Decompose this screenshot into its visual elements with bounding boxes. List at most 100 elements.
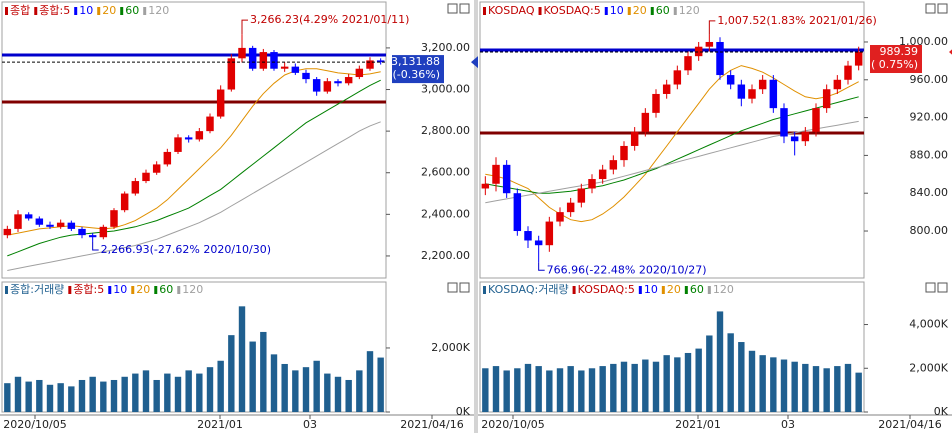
candle-body: [280, 66, 289, 69]
window-button[interactable]: [937, 282, 948, 293]
y-tick-label: 2,200.00: [421, 249, 470, 262]
legend-swatch: [604, 7, 608, 15]
legend-item[interactable]: KOSDAQ:5: [544, 4, 601, 17]
legend-item[interactable]: 10: [610, 4, 624, 17]
legend-swatch: [97, 7, 101, 15]
volume-bar: [599, 366, 606, 412]
candle-body: [259, 52, 268, 69]
candle-body: [195, 131, 204, 140]
candle-body: [556, 212, 564, 222]
candle-body: [705, 41, 714, 47]
legend-item[interactable]: 60: [656, 4, 670, 17]
legend-swatch: [483, 7, 486, 15]
y-tick-label: 2,800.00: [421, 124, 470, 137]
legend-item[interactable]: 20: [667, 283, 681, 296]
candle-body: [780, 108, 788, 137]
legend-swatch: [154, 286, 158, 294]
legend-item[interactable]: 20: [633, 4, 647, 17]
last-change: (-0.36%): [393, 68, 441, 81]
legend-item[interactable]: 10: [79, 4, 93, 17]
candle-body: [854, 52, 863, 66]
legend-swatch: [131, 286, 135, 294]
candle-body: [238, 47, 246, 59]
volume-bar: [78, 379, 86, 412]
y-tick-label: 2,400.00: [421, 207, 470, 220]
legend-item[interactable]: 120: [713, 283, 734, 296]
legend-swatch: [483, 286, 486, 294]
volume-bar: [281, 363, 288, 412]
volume-bar: [228, 335, 235, 412]
window-button[interactable]: [459, 3, 470, 14]
legend-item[interactable]: KOSDAQ:거래량: [488, 283, 569, 296]
volume-bar: [578, 370, 585, 412]
legend-swatch: [74, 7, 78, 15]
legend-item[interactable]: 20: [102, 4, 116, 17]
volume-bar: [716, 311, 724, 412]
volume-bar: [834, 366, 841, 412]
volume-bar: [260, 331, 267, 412]
candle-body: [67, 222, 76, 229]
window-button[interactable]: [937, 3, 948, 14]
candle-body: [366, 60, 374, 69]
candle-body: [184, 137, 193, 140]
legend-item[interactable]: 종합:거래량: [10, 283, 64, 296]
candle-body: [216, 89, 225, 117]
volume-bar: [249, 341, 256, 412]
legend-swatch: [673, 7, 677, 15]
candle-body: [110, 210, 118, 227]
legend-item[interactable]: 60: [690, 283, 704, 296]
volume-bar: [492, 366, 500, 412]
low-marker: [92, 242, 99, 251]
volume-bar: [57, 383, 64, 412]
x-tick-label: 2021/04/16: [878, 418, 941, 431]
volume-bar: [770, 357, 777, 412]
volume-bar: [674, 357, 681, 412]
volume-bar: [706, 335, 713, 412]
volume-bar: [270, 354, 278, 412]
legend-item[interactable]: KOSDAQ: [488, 4, 535, 17]
last-price-arrow: [471, 56, 478, 69]
high-marker: [708, 20, 716, 35]
volume-bar: [482, 368, 489, 412]
legend-item[interactable]: 20: [136, 283, 150, 296]
volume-bar: [196, 373, 203, 412]
last-price: 989.39: [880, 45, 919, 58]
volume-bar: [89, 376, 96, 412]
volume-bar: [535, 366, 542, 412]
high-note: 1,007.52(1.83% 2021/01/26): [717, 14, 876, 27]
legend-item[interactable]: 120: [679, 4, 700, 17]
window-button[interactable]: [447, 282, 458, 293]
window-button[interactable]: [447, 3, 458, 14]
candle-body: [120, 193, 129, 211]
window-button[interactable]: [925, 3, 936, 14]
legend-item[interactable]: KOSDAQ:5: [578, 283, 635, 296]
legend-item[interactable]: 종합:5: [39, 4, 70, 17]
candle-body: [726, 75, 735, 85]
legend-item[interactable]: 120: [148, 4, 169, 17]
legend-item[interactable]: 60: [159, 283, 173, 296]
window-button[interactable]: [925, 282, 936, 293]
moving-average: [7, 121, 381, 271]
volume-bar: [642, 359, 649, 412]
x-tick-label: 03: [781, 418, 795, 431]
window-button[interactable]: [459, 282, 470, 293]
volume-bar: [823, 368, 830, 412]
moving-average: [485, 120, 859, 204]
volume-bar: [206, 367, 214, 412]
low-marker: [538, 262, 545, 271]
legend-item[interactable]: 종합:5: [73, 283, 104, 296]
candle-body: [481, 183, 490, 189]
volume-bar: [185, 370, 192, 412]
legend-item[interactable]: 종합: [10, 4, 30, 17]
legend-swatch: [108, 286, 112, 294]
x-tick-label: 2020/10/05: [3, 418, 66, 431]
candle-body: [227, 58, 236, 90]
candle-body: [620, 145, 628, 161]
legend-item[interactable]: 60: [125, 4, 139, 17]
legend-item[interactable]: 120: [182, 283, 203, 296]
legend-item[interactable]: 10: [644, 283, 658, 296]
candle-body: [376, 60, 385, 63]
volume-frame: [1, 281, 387, 413]
legend-item[interactable]: 10: [113, 283, 127, 296]
